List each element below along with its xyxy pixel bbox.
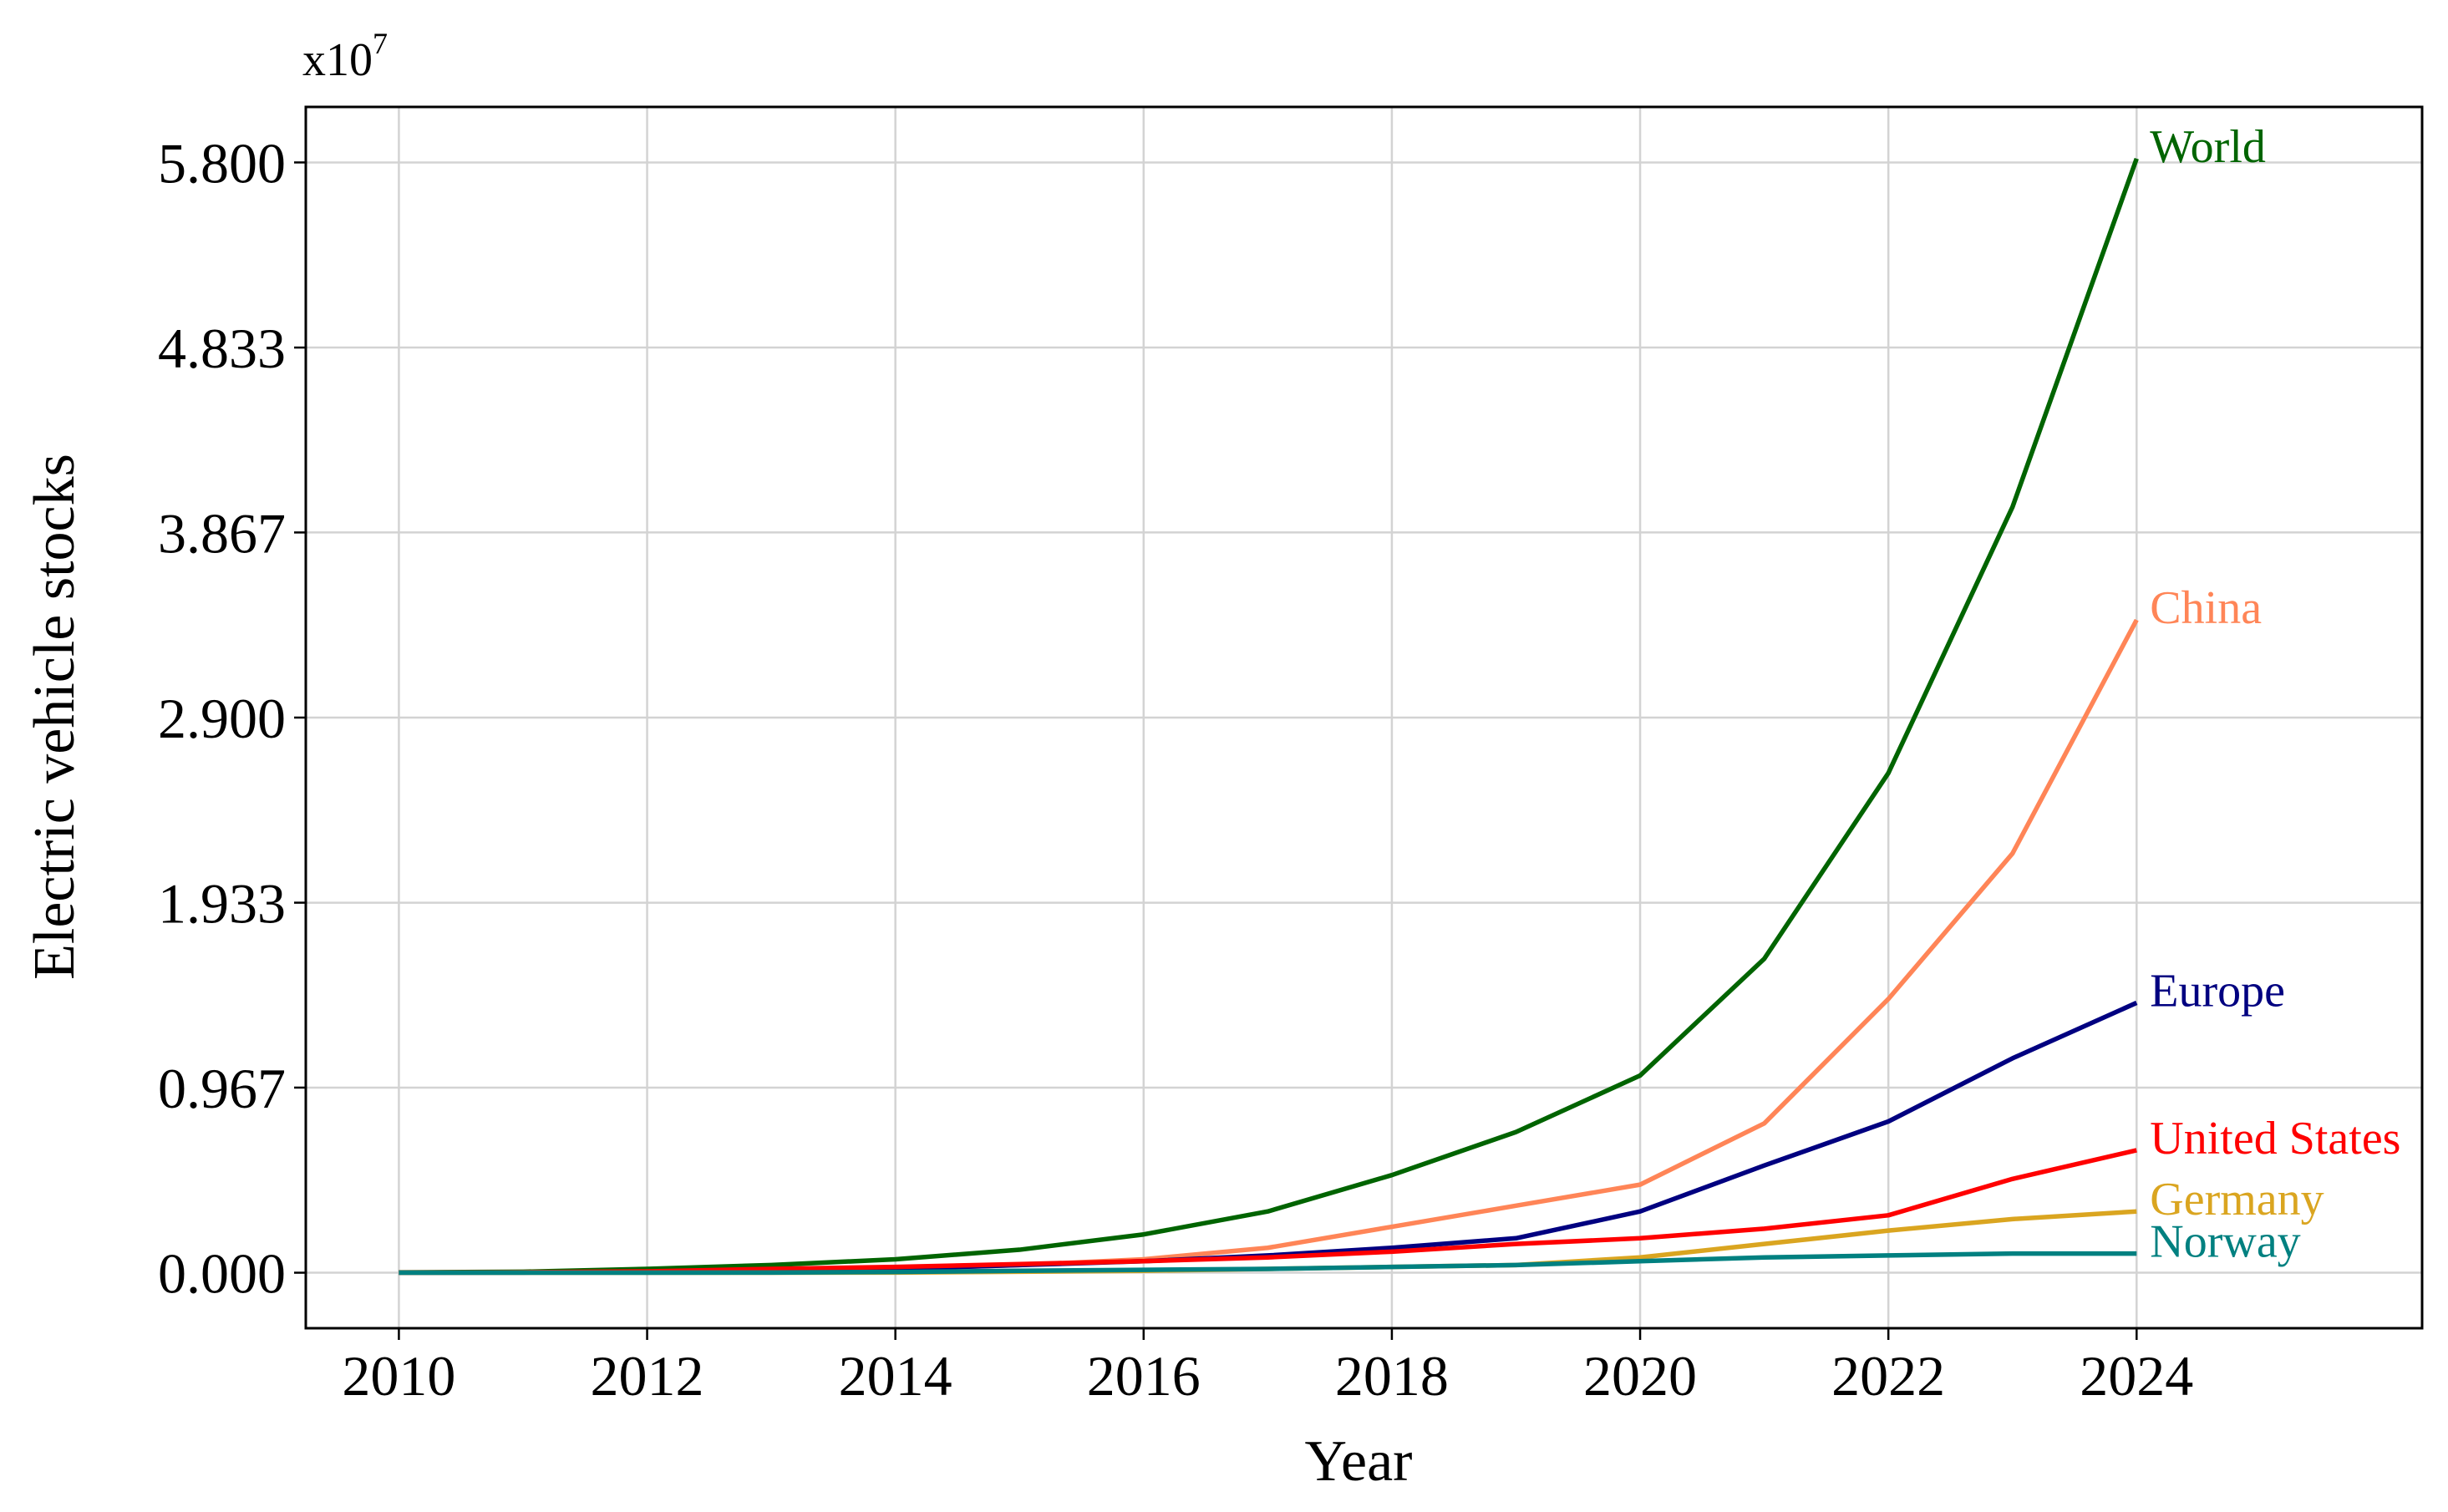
y-tick-label: 4.833 <box>158 317 286 380</box>
x-tick-label: 2012 <box>591 1344 704 1408</box>
x-axis-label: Year <box>1305 1429 1413 1494</box>
series-line <box>399 1251 2137 1276</box>
x-tick-label: 2022 <box>1831 1344 1945 1408</box>
y-tick-label: 5.800 <box>158 131 286 195</box>
x-tick-label: 2014 <box>839 1344 952 1408</box>
y-tick-label: 3.867 <box>158 501 286 565</box>
y-tick-label: 0.967 <box>158 1057 286 1120</box>
y-tick-label: 1.933 <box>158 872 286 936</box>
series-label: China <box>2150 582 2262 634</box>
y-offset-base: x10 <box>302 34 373 86</box>
series-line <box>399 1209 2137 1276</box>
x-tick-label: 2024 <box>2080 1344 2193 1408</box>
series-label: United States <box>2150 1113 2400 1164</box>
series-line <box>399 157 2139 1275</box>
series-label: Europe <box>2150 965 2285 1017</box>
y-tick-label: 2.900 <box>158 687 286 750</box>
y-axis-label: Electric vehicle stocks <box>23 454 87 980</box>
series-label: Germany <box>2150 1174 2324 1225</box>
x-tick-label: 2020 <box>1583 1344 1697 1408</box>
plot-frame <box>304 105 2424 1330</box>
series-label: Norway <box>2150 1216 2300 1268</box>
y-tick-label: 0.000 <box>158 1242 286 1306</box>
series-label: World <box>2150 121 2266 173</box>
x-tick-label: 2016 <box>1087 1344 1201 1408</box>
x-tick-label: 2010 <box>342 1344 455 1408</box>
y-offset-label: x107 <box>302 27 388 86</box>
y-offset-exponent: 7 <box>373 27 388 60</box>
x-tick-label: 2018 <box>1335 1344 1449 1408</box>
